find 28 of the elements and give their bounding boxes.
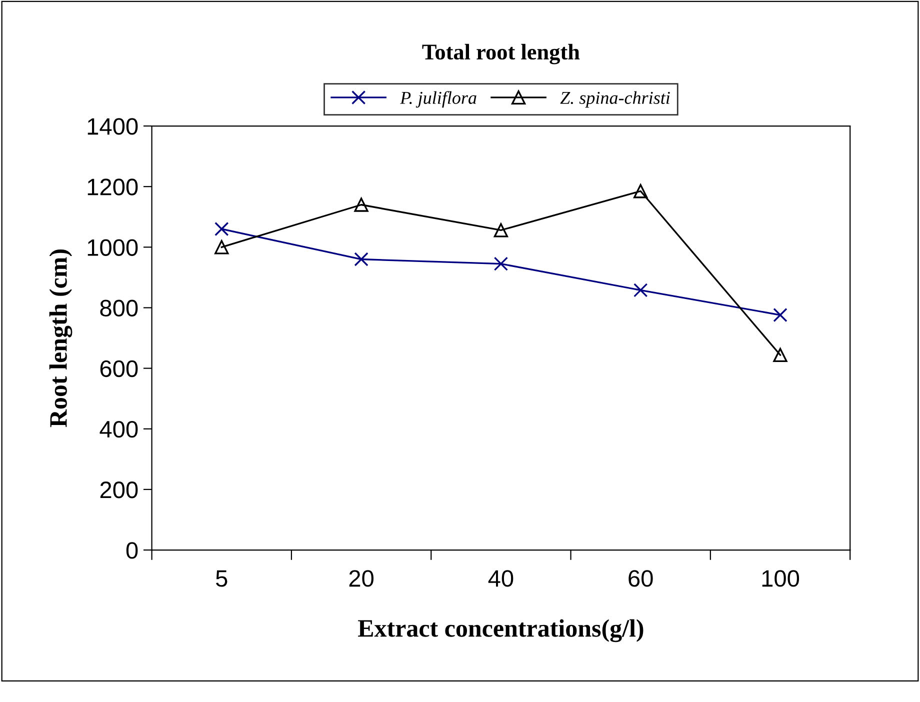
point: [354, 252, 368, 266]
x-tick-label: 5: [216, 570, 228, 587]
x-tick-label: 100: [762, 570, 800, 587]
x-tick-label: 40: [488, 570, 514, 587]
y-tick-label: 400: [100, 420, 138, 438]
point: [214, 222, 229, 236]
y-tick-label: 800: [100, 300, 138, 317]
point: [354, 198, 368, 212]
point: [634, 283, 648, 298]
legend-label: P. juliflora: [400, 91, 476, 108]
point: [634, 184, 648, 198]
y-axis-title: Root length (cm): [49, 250, 72, 428]
y-tick-label: 600: [100, 360, 138, 378]
point: [494, 256, 508, 271]
x-axis-title: Extract concentrations(g/l): [358, 619, 644, 642]
x-tick-label: 60: [628, 570, 653, 587]
y-tick-label: 200: [100, 482, 138, 498]
y-tick-label: 1200: [88, 178, 138, 196]
point: [773, 348, 788, 362]
chart-title: Total root length: [422, 44, 580, 64]
point: [494, 223, 508, 238]
point: [773, 308, 788, 322]
y-tick-label: 1400: [88, 118, 138, 135]
point: [214, 240, 229, 254]
x-tick-label: 20: [349, 570, 374, 587]
legend-label: Z. spina-christi: [560, 91, 670, 108]
y-tick-label: 0: [126, 542, 138, 559]
y-tick-label: 1000: [88, 239, 138, 256]
